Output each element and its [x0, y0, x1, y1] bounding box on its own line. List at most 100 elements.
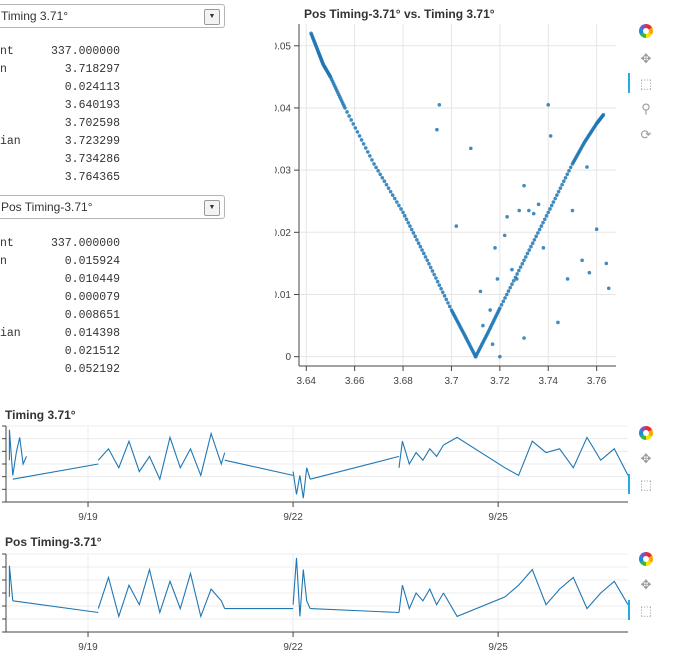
scatter-point [368, 154, 372, 158]
scatter-point [434, 276, 438, 280]
stats-value: 3.702598 [64, 117, 120, 130]
bokeh-logo-icon[interactable] [634, 20, 658, 42]
scatter-point [435, 127, 439, 132]
series-line [310, 608, 400, 614]
stats-row: ian 3.723299 [0, 135, 120, 153]
scatter-point [399, 207, 403, 211]
scatter-point [534, 234, 538, 239]
scatter-point [395, 200, 399, 204]
scatter-point [481, 323, 485, 328]
scatter-point [553, 196, 557, 201]
pan-icon[interactable]: ✥ [640, 451, 652, 466]
scatter-point [556, 189, 561, 194]
box-zoom-icon[interactable]: ⬚ [639, 603, 653, 618]
scatter-point [411, 231, 416, 235]
box-zoom-icon[interactable]: ⬚ [639, 477, 653, 492]
stats-row: 3.640193 [0, 99, 120, 117]
stats-row: 3.734286 [0, 153, 120, 171]
scatter-point [506, 289, 511, 293]
stats-value: 3.718297 [64, 63, 120, 76]
scatter-point [382, 179, 387, 184]
scatter-point [522, 258, 526, 263]
wheel-zoom-icon[interactable]: ⚲ [641, 101, 651, 116]
scatter-point [444, 297, 449, 302]
active-tool-indicator [628, 474, 630, 494]
stats-value: 0.008651 [64, 309, 120, 322]
x-tick-label: 9/25 [488, 512, 508, 523]
scatter-point [515, 272, 519, 276]
timeseries-1-title: Timing 3.71° [5, 408, 76, 422]
scatter-point [518, 265, 523, 269]
timeseries-2-plot[interactable]: 9/19 9/22 9/25 [0, 548, 630, 658]
scatter-point [357, 134, 362, 138]
scatter-point [415, 237, 419, 242]
scatter-point [469, 146, 473, 151]
box-zoom-icon[interactable]: ⬚ [639, 76, 653, 91]
pan-icon[interactable]: ✥ [640, 51, 652, 66]
x-tick-label: 9/22 [283, 512, 303, 523]
scatter-point [437, 283, 442, 287]
scatter-point [390, 193, 395, 197]
scatter-title: Pos Timing-3.71° vs. Timing 3.71° [304, 7, 495, 21]
scatter-point [536, 202, 541, 207]
stats-label: nt [0, 237, 14, 250]
x-tick-label: 3.74 [539, 376, 559, 387]
series-line [292, 467, 311, 499]
scatter-point [374, 165, 378, 170]
scatter-point [376, 169, 380, 173]
scatter-point [558, 186, 563, 190]
scatter-point [555, 193, 559, 197]
stats-value: 337.000000 [50, 45, 120, 58]
column-select-2[interactable]: Pos Timing-3.71° ▼ [0, 195, 225, 219]
scatter-point [425, 258, 430, 263]
stats-row: 0.008651 [0, 309, 120, 327]
scatter-point [418, 244, 423, 249]
column-select-1[interactable]: Timing 3.71° ▼ [0, 4, 225, 28]
scatter-point [522, 183, 526, 188]
stats-value: 0.015924 [64, 255, 120, 268]
stats-row: nt 337.000000 [0, 237, 120, 255]
scatter-point [359, 138, 364, 142]
scatter-point [380, 175, 385, 180]
stats-value: 3.734286 [64, 153, 120, 166]
scatter-point [551, 200, 556, 204]
scatter-point [606, 286, 611, 291]
scatter-point [386, 186, 391, 190]
x-tick-label: 3.66 [345, 376, 365, 387]
pan-icon[interactable]: ✥ [640, 577, 652, 592]
stats-table-2: nt 337.000000 n 0.015924 0.010449 0.000079… [0, 237, 120, 377]
series-line [97, 431, 226, 481]
scatter-point [510, 267, 514, 272]
series-line [12, 463, 99, 480]
scatter-point [601, 113, 606, 117]
scatter-plot[interactable]: 3.64 3.66 3.68 3.7 3.72 3.74 3.76 0 0.01 0.02 0.03… [275, 22, 625, 392]
scatter-point [413, 234, 417, 239]
stats-label: ian [0, 327, 21, 340]
scatter-point [498, 306, 502, 310]
scatter-point [420, 248, 424, 252]
x-tick-label: 3.76 [587, 376, 607, 387]
series-line [398, 441, 444, 468]
scatter-point [439, 286, 443, 291]
scatter-point [562, 179, 566, 184]
x-tick-label: 9/25 [488, 642, 508, 653]
series-line [8, 429, 28, 476]
y-tick-label: 0.03 [275, 166, 291, 177]
stats-label: n [0, 63, 7, 76]
column-select-2-value: Pos Timing-3.71° [1, 200, 93, 214]
scatter-point [546, 210, 551, 215]
bokeh-logo-icon[interactable] [634, 422, 658, 444]
scatter-point [520, 261, 525, 266]
timeseries-2-toolbar: ✥ ⬚ [628, 548, 658, 638]
scatter-point [446, 301, 450, 305]
scatter-point [495, 277, 500, 281]
timeseries-1-plot[interactable]: 9/19 9/22 9/25 [0, 420, 630, 528]
scatter-point [560, 182, 564, 187]
stats-row: n 3.718297 [0, 63, 120, 81]
scatter-point [541, 246, 546, 250]
scatter-point [423, 255, 428, 259]
bokeh-logo-icon[interactable] [634, 548, 658, 570]
scatter-point [397, 203, 401, 208]
reset-icon[interactable]: ⟳ [640, 127, 652, 142]
series-line [398, 585, 444, 613]
